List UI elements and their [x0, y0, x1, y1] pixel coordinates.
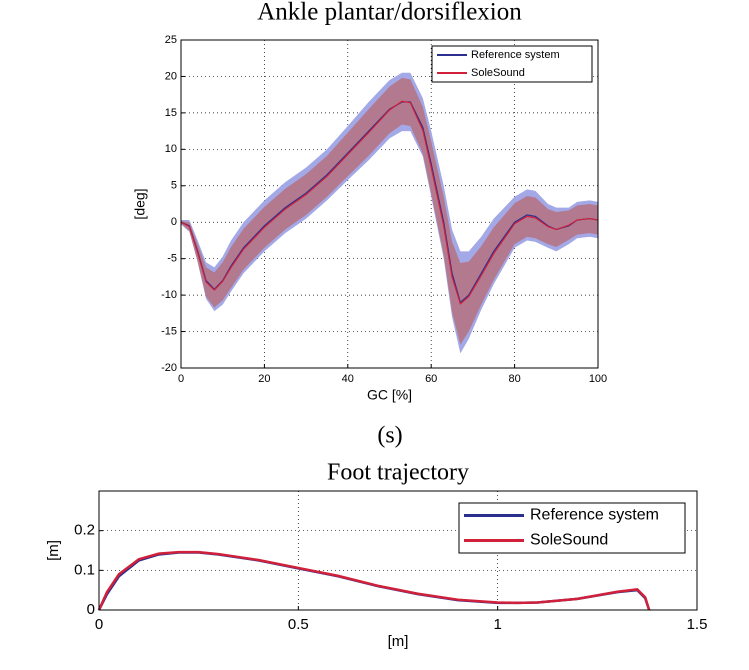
- y-axis-label: [deg]: [132, 188, 148, 219]
- x-axis-label: GC [%]: [367, 387, 412, 403]
- x-axis-label: [m]: [388, 633, 409, 650]
- y-tick-label: 10: [165, 143, 177, 155]
- y-tick-label: 0.1: [74, 561, 95, 578]
- x-tick-label: 100: [589, 373, 607, 385]
- x-tick-label: 20: [258, 373, 270, 385]
- plot-frame: [180, 39, 599, 369]
- legend-box: [458, 502, 686, 554]
- y-axis-label: [m]: [45, 540, 62, 561]
- y-tick-label: 15: [165, 107, 177, 119]
- y-tick-label: -15: [161, 325, 177, 337]
- x-tick-label: 40: [342, 373, 354, 385]
- std-band: [181, 77, 598, 345]
- x-tick-label: 0: [178, 373, 184, 385]
- y-tick-label: 0.2: [74, 522, 95, 539]
- y-tick-label: 25: [165, 34, 177, 46]
- caption: (s): [377, 423, 402, 449]
- y-tick-label: -20: [161, 362, 177, 374]
- legend-label: Reference system: [471, 49, 560, 61]
- chart-title: Foot trajectory: [327, 460, 469, 486]
- x-tick-label: 0: [95, 616, 103, 633]
- y-tick-label: -10: [161, 289, 177, 301]
- chart-title: Ankle plantar/dorsiflexion: [257, 0, 522, 26]
- x-tick-label: 0.5: [288, 616, 309, 633]
- legend-label: Reference system: [530, 507, 659, 524]
- y-tick-label: 0: [87, 601, 95, 618]
- series-line: [97, 550, 651, 611]
- legend-label: SoleSound: [530, 532, 608, 549]
- plot-frame: [98, 490, 698, 611]
- y-tick-label: 0: [171, 216, 177, 228]
- x-tick-label: 60: [425, 373, 437, 385]
- y-tick-label: 5: [171, 180, 177, 192]
- x-tick-label: 1: [493, 616, 501, 633]
- legend-label: SoleSound: [471, 67, 525, 79]
- x-tick-label: 80: [508, 373, 520, 385]
- x-tick-label: 1.5: [687, 616, 708, 633]
- series-line: [180, 100, 599, 305]
- std-band: [181, 72, 598, 354]
- legend-box: [431, 45, 593, 83]
- y-tick-label: 20: [165, 70, 177, 82]
- y-tick-label: -5: [167, 253, 177, 265]
